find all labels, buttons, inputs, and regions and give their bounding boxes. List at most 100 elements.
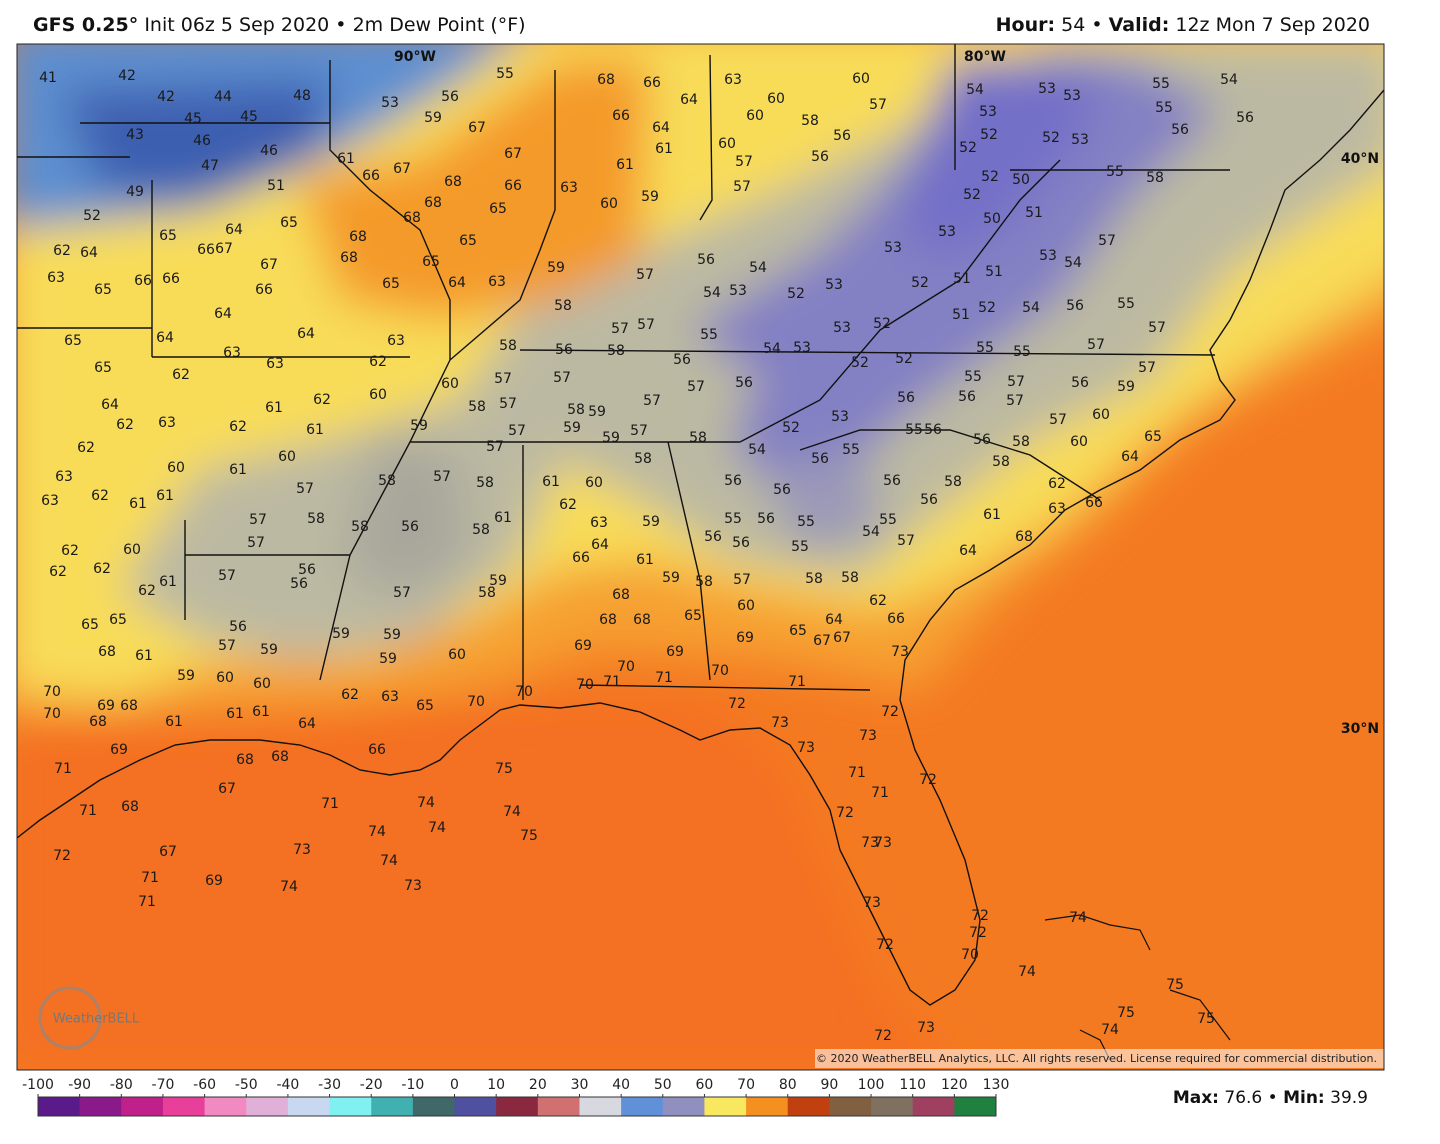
colorbar-swatch <box>412 1097 456 1116</box>
station-value: 62 <box>313 392 331 408</box>
station-value: 68 <box>98 644 116 660</box>
station-value: 65 <box>684 608 702 624</box>
station-value: 65 <box>64 333 82 349</box>
station-value: 46 <box>193 133 211 149</box>
colorbar-tick-label: -80 <box>110 1077 133 1093</box>
station-value: 58 <box>476 475 494 491</box>
station-value: 55 <box>700 327 718 343</box>
station-value: 71 <box>54 761 72 777</box>
station-value: 58 <box>805 571 823 587</box>
station-value: 74 <box>428 820 446 836</box>
station-value: 61 <box>159 574 177 590</box>
station-value: 65 <box>109 612 127 628</box>
station-value: 67 <box>833 630 851 646</box>
station-value: 63 <box>590 515 608 531</box>
colorbar-tick-label: 60 <box>696 1077 714 1093</box>
station-value: 56 <box>735 375 753 391</box>
station-value: 58 <box>689 430 707 446</box>
station-value: 74 <box>280 879 298 895</box>
station-value: 61 <box>156 488 174 504</box>
station-value: 57 <box>733 179 751 195</box>
station-value: 75 <box>1166 977 1184 993</box>
station-value: 61 <box>306 422 324 438</box>
station-value: 63 <box>223 345 241 361</box>
station-value: 55 <box>496 66 514 82</box>
colorbar: -100 -90 -80 -70 -60 -50 -40 -30 -20 -10 0 10 20 30 40… <box>22 1077 1009 1117</box>
station-value: 71 <box>848 765 866 781</box>
station-value: 74 <box>368 824 386 840</box>
station-value: 50 <box>1012 172 1030 188</box>
station-value: 72 <box>971 908 989 924</box>
station-value: 42 <box>118 68 136 84</box>
station-value: 59 <box>379 651 397 667</box>
station-value: 64 <box>298 716 316 732</box>
station-value: 67 <box>813 633 831 649</box>
station-value: 57 <box>1087 337 1105 353</box>
station-value: 59 <box>588 404 606 420</box>
station-value: 69 <box>666 644 684 660</box>
station-value: 54 <box>749 260 767 276</box>
station-value: 56 <box>920 492 938 508</box>
station-value: 66 <box>572 550 590 566</box>
station-value: 65 <box>489 201 507 217</box>
station-value: 59 <box>410 418 428 434</box>
station-value: 57 <box>1098 233 1116 249</box>
station-value: 56 <box>811 451 829 467</box>
station-value: 56 <box>290 576 308 592</box>
station-value: 66 <box>887 611 905 627</box>
station-value: 70 <box>43 684 61 700</box>
station-value: 65 <box>416 698 434 714</box>
station-value: 63 <box>266 356 284 372</box>
station-value: 57 <box>687 379 705 395</box>
station-value: 73 <box>797 740 815 756</box>
header-left: GFS 0.25° Init 06z 5 Sep 2020 • 2m Dew P… <box>33 14 526 36</box>
station-value: 62 <box>138 583 156 599</box>
station-value: 61 <box>337 151 355 167</box>
colorbar-swatch <box>121 1097 164 1116</box>
station-value: 57 <box>499 396 517 412</box>
station-value: 61 <box>135 648 153 664</box>
colorbar-tick-label: 110 <box>899 1077 926 1093</box>
station-value: 45 <box>184 111 202 127</box>
station-value: 68 <box>120 698 138 714</box>
station-value: 61 <box>655 141 673 157</box>
station-value: 68 <box>121 799 139 815</box>
station-value: 60 <box>737 598 755 614</box>
station-value: 53 <box>1039 248 1057 264</box>
colorbar-swatch <box>829 1097 872 1116</box>
station-value: 55 <box>791 539 809 555</box>
valid-label: Valid: <box>1109 14 1170 36</box>
separator: • <box>335 14 346 36</box>
station-value: 66 <box>162 271 180 287</box>
colorbar-tick-label: -10 <box>401 1077 424 1093</box>
colorbar-tick-label: -30 <box>318 1077 341 1093</box>
station-value: 59 <box>642 514 660 530</box>
station-value: 55 <box>905 422 923 438</box>
station-value: 52 <box>895 351 913 367</box>
init: Init 06z 5 Sep 2020 <box>144 14 329 36</box>
station-value: 64 <box>680 92 698 108</box>
station-value: 56 <box>897 390 915 406</box>
station-value: 64 <box>591 537 609 553</box>
station-value: 58 <box>1146 170 1164 186</box>
station-value: 57 <box>486 439 504 455</box>
station-value: 62 <box>49 564 67 580</box>
colorbar-tick-label: -100 <box>22 1077 54 1093</box>
station-value: 56 <box>958 389 976 405</box>
station-value: 59 <box>177 668 195 684</box>
copyright: © 2020 WeatherBELL Analytics, LLC. All r… <box>816 1052 1377 1065</box>
station-value: 61 <box>226 706 244 722</box>
station-value: 57 <box>637 317 655 333</box>
stats: Max: 76.6 • Min: 39.9 <box>1173 1088 1368 1108</box>
max-label: Max: <box>1173 1088 1219 1108</box>
station-value: 68 <box>424 195 442 211</box>
station-value: 67 <box>393 161 411 177</box>
station-value: 75 <box>1197 1011 1215 1027</box>
station-value: 53 <box>1071 132 1089 148</box>
station-value: 60 <box>441 376 459 392</box>
station-value: 60 <box>746 108 764 124</box>
station-value: 70 <box>576 677 594 693</box>
station-value: 54 <box>1022 300 1040 316</box>
station-value: 56 <box>811 149 829 165</box>
